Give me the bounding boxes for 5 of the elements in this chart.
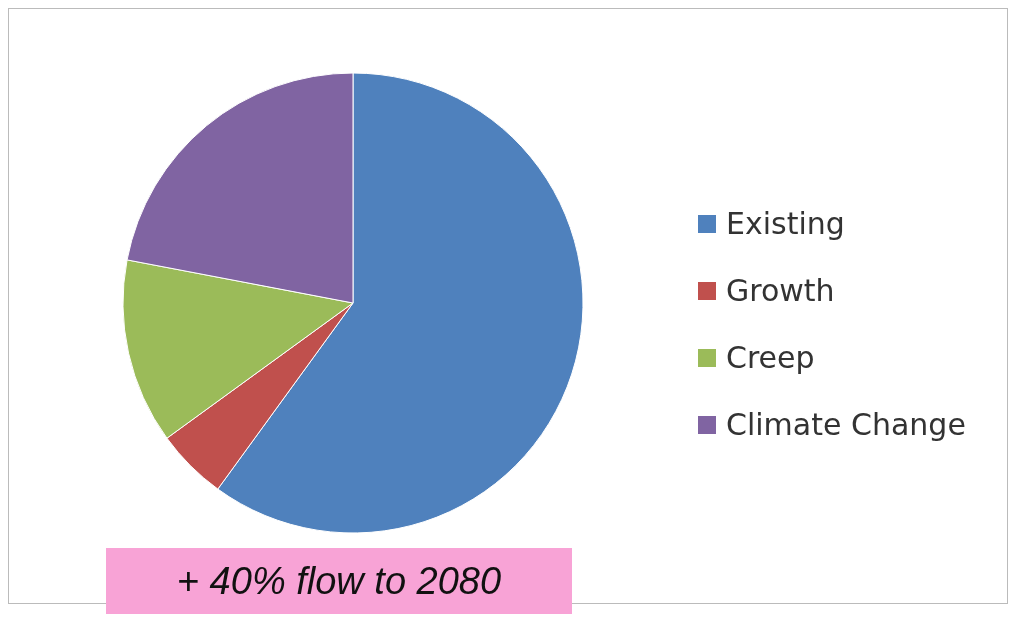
legend-label: Growth xyxy=(726,273,835,308)
legend-label: Existing xyxy=(726,206,845,241)
legend-label: Climate Change xyxy=(726,407,966,442)
text: + 40% flow to 2080 xyxy=(106,548,572,614)
legend-label: Creep xyxy=(726,340,815,375)
